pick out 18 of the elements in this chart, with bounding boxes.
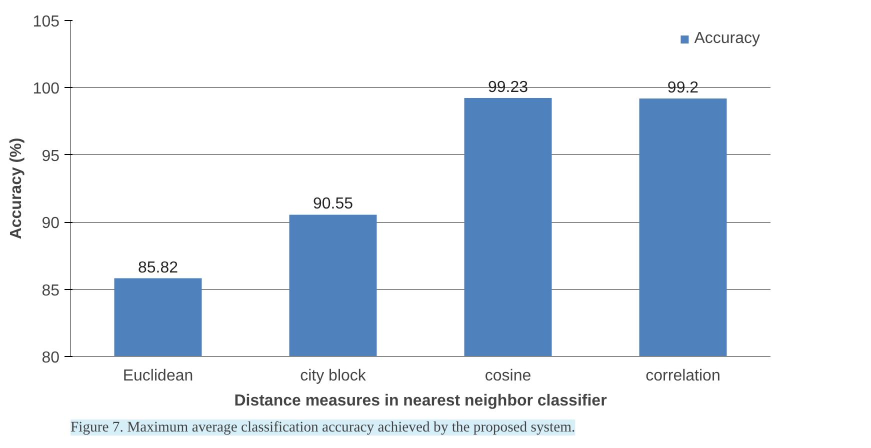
data-label: 99.23 (488, 79, 528, 96)
x-tick-label: city block (300, 368, 367, 384)
x-axis-title: Distance measures in nearest neighbor classifier (234, 392, 607, 410)
caption: Figure 7. Maximum average classification accuracy achieved by the proposed system. (70, 420, 576, 436)
data-label: 85.82 (138, 259, 178, 276)
legend-label: Accuracy (694, 30, 760, 48)
y-tick-label: 105 (32, 14, 60, 30)
y-tick-label: 85 (42, 282, 60, 300)
y-tick-label: 100 (32, 80, 60, 98)
y-axis-title: Accuracy (%) (8, 138, 25, 240)
data-label: 99.2 (667, 79, 699, 96)
data-label: 90.55 (312, 196, 354, 213)
x-tick-label: Euclidean (122, 368, 194, 384)
x-tick-label: cosine (484, 368, 532, 384)
y-tick-label: 80 (42, 350, 60, 366)
y-tick-label: 95 (42, 148, 60, 165)
x-tick-label: correlation (646, 368, 720, 384)
y-tick-label: 90 (42, 215, 60, 232)
